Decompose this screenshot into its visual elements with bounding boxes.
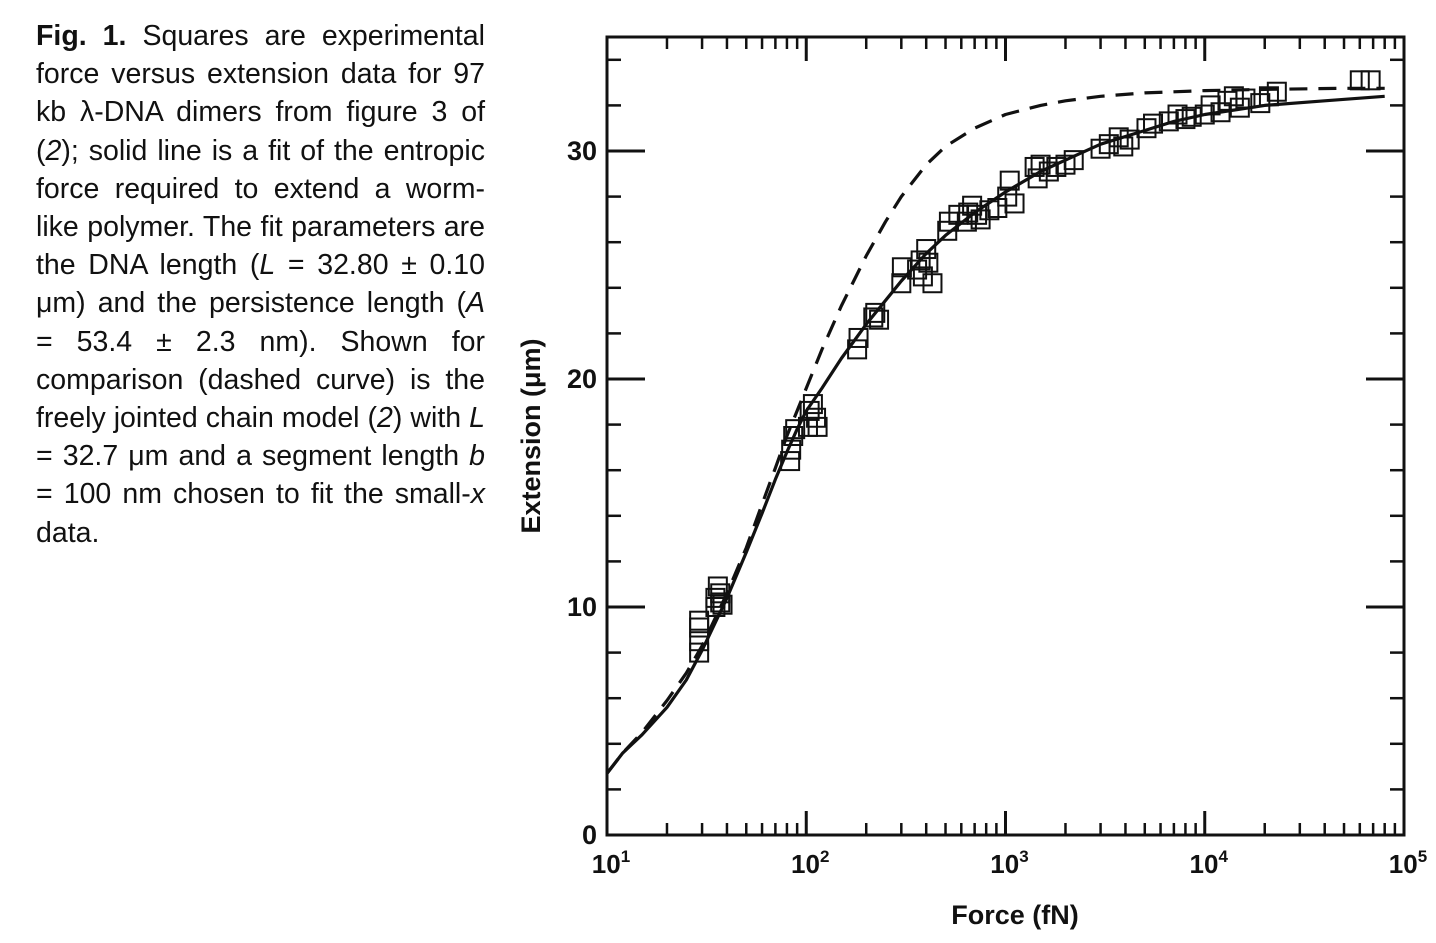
plot-frame [605, 35, 1406, 837]
x-tick-label: 103 [990, 847, 1028, 879]
data-point-square [891, 273, 912, 294]
data-point-square [807, 416, 828, 437]
data-point-square [1038, 161, 1059, 182]
data-point-square [780, 451, 801, 472]
data-point-square [916, 239, 937, 260]
data-point-square [1210, 102, 1231, 123]
data-point-square [689, 617, 710, 638]
data-point-square [863, 307, 884, 328]
data-point-square [785, 419, 806, 440]
y-tick-label: 20 [567, 364, 597, 394]
data-point-square [847, 339, 868, 360]
data-point-square [1217, 90, 1238, 111]
data-point-square [967, 204, 988, 225]
data-point-square [689, 631, 710, 652]
caption-var-L2: L [469, 402, 485, 435]
data-point-square [1113, 136, 1134, 157]
data-point-square [1235, 88, 1256, 109]
data-point-square [869, 309, 890, 330]
caption-text-6: = 32.7 μm and a segment length [36, 440, 470, 473]
solid-curve-wlc [605, 94, 1385, 775]
data-point-square [1024, 156, 1045, 177]
data-point-square [712, 594, 733, 615]
data-point-square [997, 186, 1018, 207]
data-point-square [710, 583, 731, 604]
figure-label: Fig. 1. [36, 20, 127, 52]
data-point-square [1119, 129, 1140, 150]
y-tick-label: 10 [567, 592, 597, 622]
data-point-square [1223, 86, 1244, 107]
x-tick-label: 104 [1190, 847, 1229, 879]
data-point-square [689, 642, 710, 663]
data-point-square [1063, 150, 1084, 171]
tick-labels: 0 10 20 30 101 102 103 104 105 [567, 136, 1427, 879]
data-point-square [848, 327, 869, 348]
data-point-square [922, 273, 943, 294]
data-point-square [1266, 81, 1287, 102]
data-point-square [1175, 109, 1196, 130]
data-point-square [1181, 106, 1202, 127]
data-point-square [1360, 70, 1381, 91]
y-axis-label: Extension (μm) [516, 338, 546, 533]
data-point-square [1258, 86, 1279, 107]
caption-text-7: = 100 nm chosen to fit the small- [36, 478, 471, 511]
dashed-curve-fjc [605, 86, 1385, 775]
data-point-square [918, 252, 939, 273]
data-point-square [1027, 168, 1048, 189]
caption-text-5: ) with [392, 402, 470, 435]
x-axis-label: Force (fN) [951, 900, 1079, 930]
data-point-square [999, 170, 1020, 191]
data-point-square [1143, 113, 1164, 134]
data-point-square [1349, 70, 1370, 91]
data-points [689, 70, 1381, 663]
data-point-square [689, 610, 710, 631]
data-point-square [1004, 193, 1025, 214]
data-point-square [1136, 118, 1157, 139]
y-tick-label: 30 [567, 136, 597, 166]
caption-text-1: Squares are experimental force versus ex… [36, 20, 485, 167]
data-point-square [1167, 104, 1188, 125]
y-tick-label: 0 [582, 820, 597, 850]
data-point-square [865, 302, 886, 323]
model-curves [605, 86, 1385, 775]
caption-ref-2: 2 [377, 402, 393, 435]
caption-var-b: b [469, 440, 485, 473]
caption-var-A: A [465, 287, 485, 320]
data-point-square [979, 200, 1000, 221]
data-point-square [802, 394, 823, 415]
caption-text-2: ); solid line is a fit of the entropic f… [36, 134, 485, 282]
data-point-square [781, 439, 802, 460]
caption-text-4: = 53.4 ± 2.3 nm). Shown for comparison (… [36, 325, 485, 435]
caption-text-3: = 32.80 ± 0.10 μm) and the persistence l… [36, 249, 485, 320]
figure-caption: Fig. 1. Squares are experimental force v… [36, 17, 485, 552]
data-point-square [705, 587, 726, 608]
caption-ref-1: 2 [45, 134, 62, 167]
data-point-square [799, 400, 820, 421]
data-point-square [910, 250, 931, 271]
axis-ticks [605, 37, 1406, 837]
caption-var-L1: L [259, 249, 276, 282]
caption-text-8: data. [36, 516, 100, 549]
caption-var-x: x [470, 478, 485, 511]
x-tick-label: 101 [592, 847, 630, 879]
x-tick-label: 105 [1389, 847, 1427, 879]
x-tick-label: 102 [791, 847, 829, 879]
